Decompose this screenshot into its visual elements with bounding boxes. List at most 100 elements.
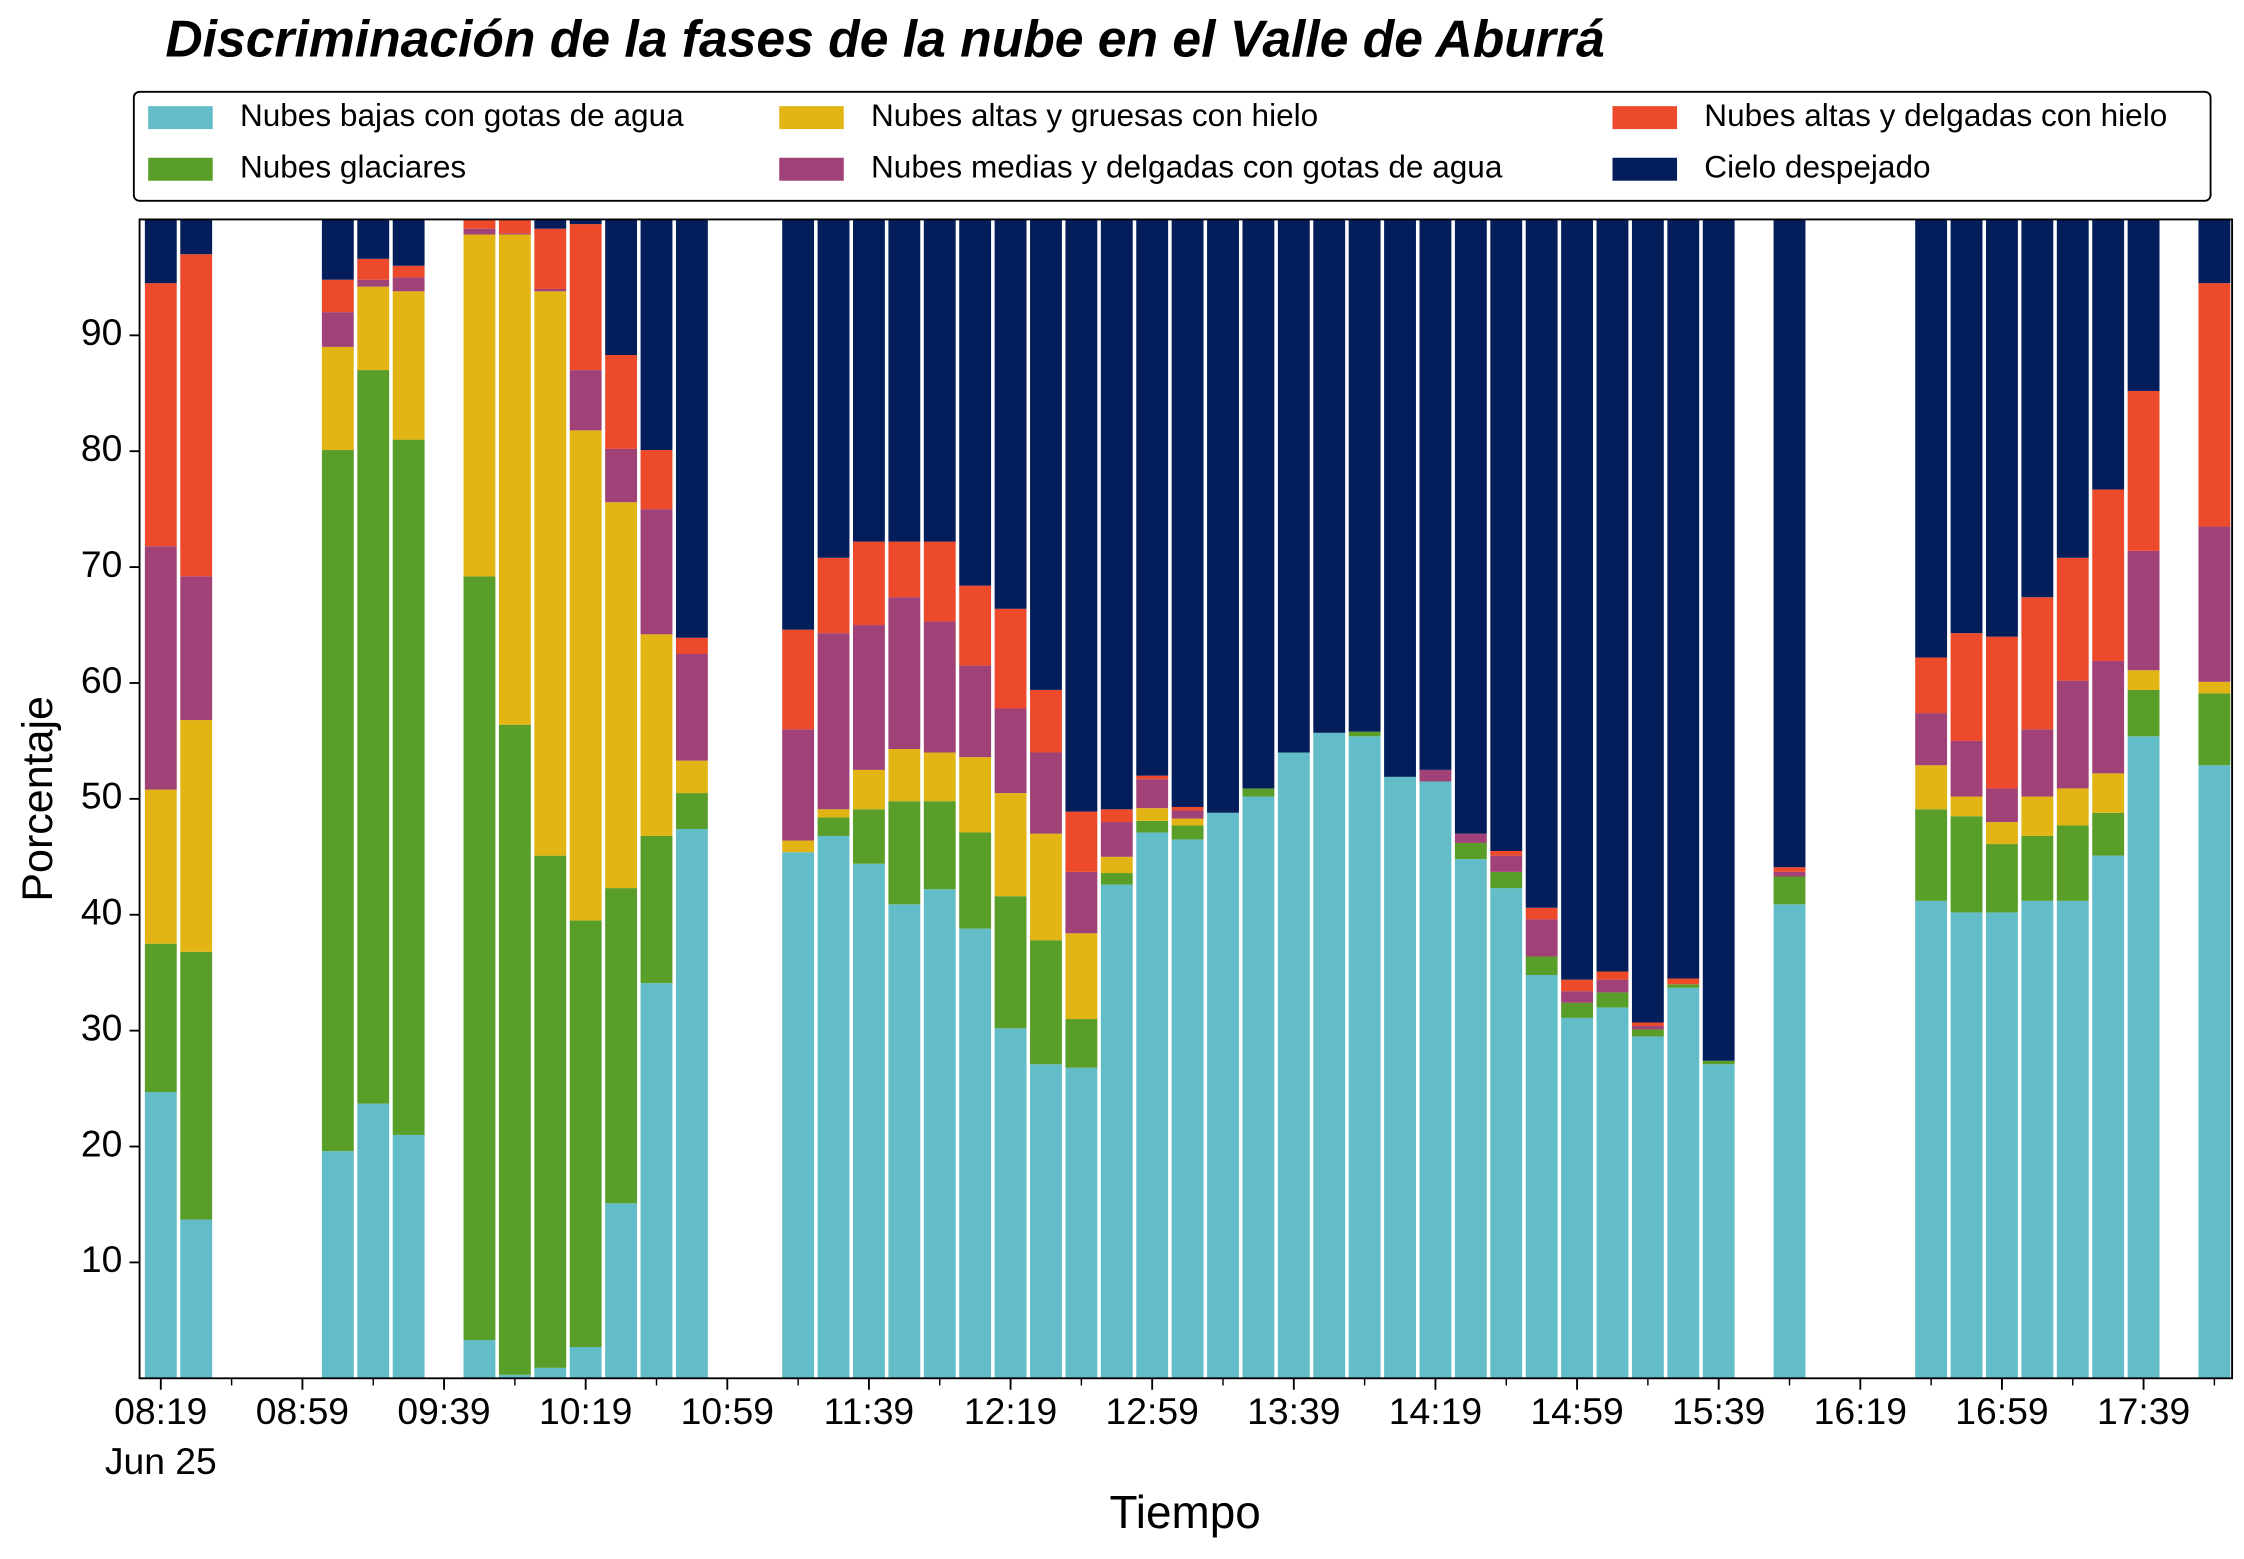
bar-segment [1773, 867, 1806, 872]
x-tick-label: 11:39 [824, 1390, 915, 1432]
bar-segment [2092, 855, 2125, 1379]
bar-segment [1596, 1007, 1629, 1379]
bar-segment [1030, 1064, 1062, 1379]
bar-segment [1525, 907, 1558, 920]
bar-segment [923, 541, 956, 622]
bar-segment [463, 219, 496, 229]
bar-segment [1171, 810, 1204, 819]
bar-segment [1490, 851, 1523, 856]
bar-segment [923, 219, 956, 542]
bar-segment [2198, 219, 2231, 284]
bar-segment [1100, 873, 1133, 885]
bar-segment [817, 835, 850, 1379]
bar-segment [1986, 788, 2018, 823]
bar-segment [1950, 219, 1983, 634]
bar-segment [180, 720, 213, 952]
bar-segment [1100, 884, 1133, 1379]
bar-segment [605, 448, 638, 503]
bar-segment [2021, 729, 2054, 797]
bar-segment [675, 654, 708, 761]
bar-segment [1348, 731, 1381, 737]
bar-segment [959, 585, 992, 666]
bar-segment [959, 219, 992, 586]
x-tick-label: 13:39 [1247, 1390, 1340, 1432]
y-axis-label: Porcentaje [14, 696, 62, 902]
bar-segment [1490, 888, 1523, 1379]
y-tick-label: 20 [81, 1122, 122, 1164]
bar-segment [2092, 660, 2125, 774]
bar-segment [1490, 855, 1523, 872]
bar-segment [888, 219, 921, 542]
legend-swatch [148, 106, 213, 130]
bar-segment [1561, 219, 1593, 980]
y-tick-label: 50 [81, 775, 122, 817]
bar-segment [1702, 219, 1735, 1061]
bar-segment [853, 219, 885, 542]
bar-segment [605, 502, 638, 889]
bar-segment [2198, 681, 2231, 694]
bar-segment [2127, 689, 2160, 737]
bar-segment [1631, 1036, 1664, 1379]
bar-segment [1915, 219, 1948, 658]
bar-segment [2056, 680, 2089, 789]
plot-area [144, 219, 2231, 1379]
bar-segment [392, 291, 425, 440]
bar-segment [1136, 219, 1169, 776]
bar-segment [1030, 689, 1062, 753]
bar-segment [2127, 390, 2160, 551]
bar-segment [463, 228, 496, 235]
bar-segment [640, 835, 673, 984]
legend-label: Nubes altas y delgadas con hielo [1704, 97, 2167, 133]
bar-segment [534, 228, 567, 289]
bar-segment [392, 277, 425, 292]
bar-segment [463, 576, 496, 1341]
bar-segment [569, 219, 602, 225]
bar-segment [1596, 219, 1629, 972]
bar-segment [2056, 825, 2089, 901]
y-tick-label: 90 [81, 311, 122, 353]
bar-segment [569, 920, 602, 1347]
bar-segment [1171, 219, 1204, 807]
bar-segment [1631, 219, 1664, 1023]
bar-segment [1773, 876, 1806, 905]
bar-segment [1631, 1025, 1664, 1030]
bar-segment [1667, 984, 1700, 988]
bar-segment [2092, 812, 2125, 856]
bar-segment [1136, 775, 1169, 780]
x-tick-label: 09:39 [397, 1390, 490, 1432]
bar-segment [321, 346, 354, 451]
bar-segment [1030, 219, 1062, 690]
bar-segment [321, 450, 354, 1152]
bar-segment [1950, 796, 1983, 817]
bar-segment [1419, 769, 1452, 782]
x-tick-label: 17:39 [2097, 1390, 2190, 1432]
bar-segment [1525, 975, 1558, 1379]
bar-segment [1596, 992, 1629, 1008]
bar-segment [2021, 835, 2054, 901]
bar-segment [2056, 219, 2089, 558]
bar-segment [1561, 1017, 1593, 1379]
bar-segment [1915, 765, 1948, 810]
bar-segment [1773, 904, 1806, 1379]
bar-segment [2127, 219, 2160, 391]
bar-segment [1525, 219, 1558, 908]
bar-segment [1136, 808, 1169, 821]
bar-segment [2198, 765, 2231, 1379]
bar-segment [817, 809, 850, 818]
bar-segment [2056, 900, 2089, 1379]
bar-segment [2092, 219, 2125, 490]
bar-segment [1136, 779, 1169, 809]
bar-segment [1667, 987, 1700, 1379]
bar-segment [1950, 740, 1983, 797]
bar-segment [1454, 833, 1487, 843]
bar-segment [1030, 940, 1062, 1065]
bar-segment [321, 1151, 354, 1379]
bar-segment [144, 1092, 177, 1379]
bar-segment [1490, 871, 1523, 889]
bar-segment [2021, 900, 2054, 1379]
bar-segment [1667, 219, 1700, 979]
bar-segment [1773, 871, 1806, 877]
bar-segment [1419, 781, 1452, 1379]
